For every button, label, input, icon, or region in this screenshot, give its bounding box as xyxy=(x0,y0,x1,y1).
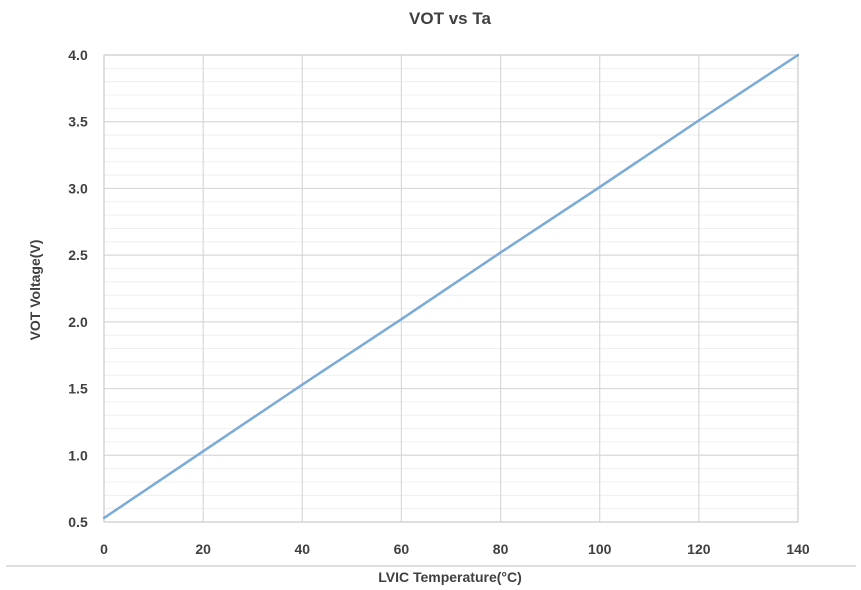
x-axis-ticks: 0 20 40 60 80 100 120 140 xyxy=(100,541,810,557)
series-line xyxy=(103,53,799,520)
chart-title: VOT vs Ta xyxy=(409,9,491,28)
data-point xyxy=(201,450,205,453)
y-tick-label: 3.5 xyxy=(68,114,88,130)
data-point xyxy=(697,119,701,122)
x-tick-label: 140 xyxy=(786,541,810,557)
x-tick-label: 20 xyxy=(195,541,211,557)
series-layer xyxy=(102,53,800,520)
y-tick-label: 3.0 xyxy=(68,180,88,196)
x-tick-label: 0 xyxy=(100,541,108,557)
data-point xyxy=(301,383,304,386)
y-tick-label: 1.5 xyxy=(68,381,88,397)
x-tick-label: 120 xyxy=(687,541,711,557)
y-tick-label: 0.5 xyxy=(68,514,88,530)
x-tick-label: 60 xyxy=(394,541,410,557)
y-tick-label: 1.0 xyxy=(68,447,88,463)
x-tick-label: 100 xyxy=(588,541,612,557)
data-point xyxy=(796,53,800,57)
y-axis-ticks: 0.5 1.0 1.5 2.0 2.5 3.0 3.5 4.0 xyxy=(68,47,88,530)
y-tick-label: 2.5 xyxy=(68,247,88,263)
x-tick-label: 80 xyxy=(493,541,509,557)
x-axis-label: LVIC Temperature(°C) xyxy=(378,569,522,585)
y-axis-label: VOT Voltage(V) xyxy=(27,240,43,341)
data-point xyxy=(102,516,106,520)
y-tick-label: 2.0 xyxy=(68,314,88,330)
plot-area xyxy=(103,54,799,523)
y-tick-label: 4.0 xyxy=(68,47,88,63)
data-point xyxy=(400,317,403,321)
data-point xyxy=(499,251,502,254)
data-point xyxy=(598,185,601,189)
x-tick-label: 40 xyxy=(294,541,310,557)
